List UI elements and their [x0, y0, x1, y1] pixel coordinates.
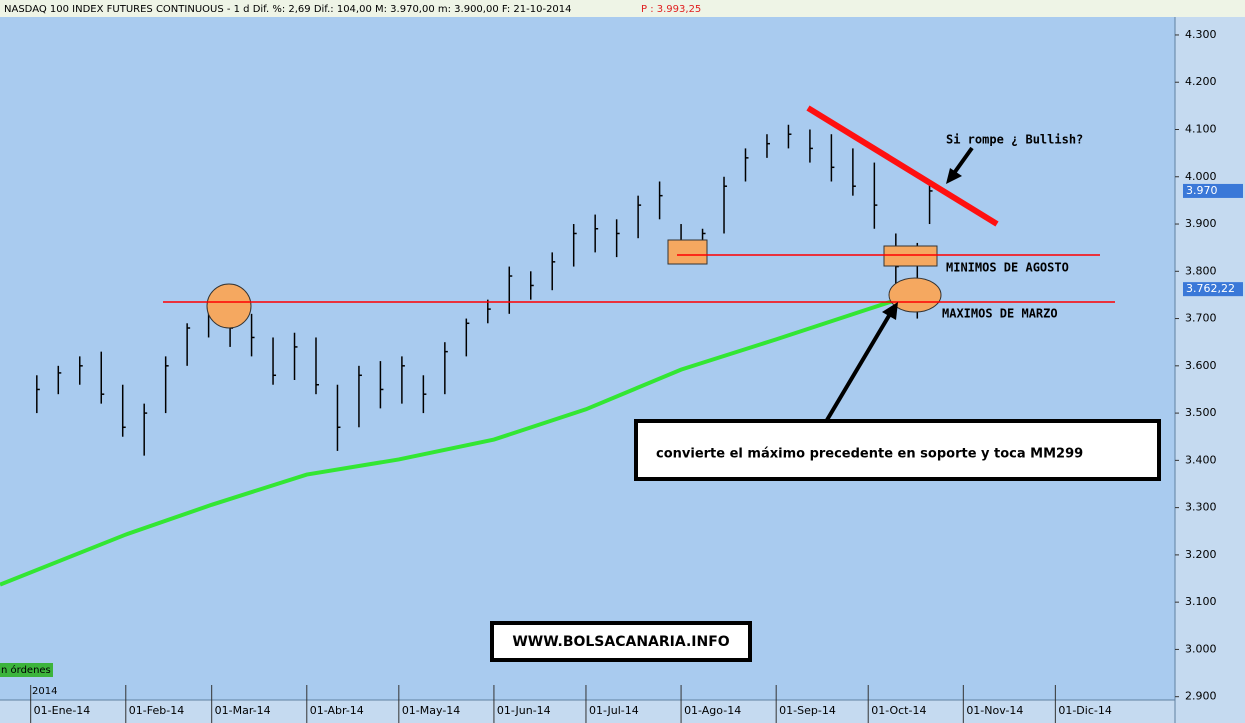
- highlight-box: [883, 245, 938, 267]
- y-tick-label: 3.400: [1185, 453, 1217, 466]
- annotation: MAXIMOS DE MARZO: [942, 307, 1058, 321]
- x-tick-label: 01-Ene-14: [34, 704, 91, 717]
- value-flag: [1183, 183, 1243, 198]
- header-price: P : 3.993,25: [641, 4, 701, 15]
- x-tick-label: 01-Ago-14: [684, 704, 741, 717]
- orders-label[interactable]: n órdenes: [1, 664, 51, 676]
- arrow-head: [882, 302, 898, 320]
- orders-button[interactable]: [0, 663, 53, 677]
- value-flag: [1183, 282, 1243, 297]
- x-axis-strip: [0, 700, 1175, 723]
- y-tick-label: 3.100: [1185, 595, 1217, 608]
- arrow-head: [946, 168, 962, 184]
- header-bar: [0, 0, 1245, 17]
- x-tick-label: 01-Jul-14: [589, 704, 639, 717]
- highlight-box: [667, 239, 708, 265]
- x-tick-label: 01-Oct-14: [871, 704, 926, 717]
- y-tick-label: 3.000: [1185, 642, 1217, 655]
- y-tick-label: 3.900: [1185, 217, 1217, 230]
- y-axis-strip: [1175, 17, 1245, 723]
- site-box: [490, 621, 752, 662]
- y-tick-label: 3.200: [1185, 548, 1217, 561]
- x-tick-label: 01-Mar-14: [215, 704, 271, 717]
- y-tick-label: 4.200: [1185, 75, 1217, 88]
- y-tick-label: 3.800: [1185, 264, 1217, 277]
- x-tick-label: 01-Nov-14: [966, 704, 1023, 717]
- x-tick-label: 01-Jun-14: [497, 704, 551, 717]
- y-tick-label: 3.600: [1185, 359, 1217, 372]
- y-tick-label: 3.300: [1185, 501, 1217, 514]
- value-flag-label: 3.970: [1186, 184, 1218, 197]
- y-tick-label: 4.100: [1185, 122, 1217, 135]
- x-tick-label: 01-Feb-14: [129, 704, 184, 717]
- year-label: 2014: [32, 686, 57, 697]
- annotation: MINIMOS DE AGOSTO: [946, 261, 1069, 275]
- highlight-circle: [206, 283, 252, 329]
- callout-text: convierte el máximo precedente en soport…: [656, 447, 1083, 462]
- x-tick-label: 01-May-14: [402, 704, 460, 717]
- value-flag-label: 3.762,22: [1186, 282, 1235, 295]
- trend-line: [806, 105, 999, 227]
- y-tick-label: 4.300: [1185, 28, 1217, 41]
- annotation: Si rompe ¿ Bullish?: [946, 133, 1083, 147]
- moving-average: [0, 287, 931, 587]
- y-tick-label: 4.000: [1185, 170, 1217, 183]
- y-tick-label: 3.700: [1185, 312, 1217, 325]
- callout-box: [634, 419, 1161, 481]
- y-tick-label: 3.500: [1185, 406, 1217, 419]
- arrow: [825, 312, 892, 422]
- header-text: NASDAQ 100 INDEX FUTURES CONTINUOUS - 1 …: [4, 4, 572, 15]
- x-tick-label: 01-Sep-14: [779, 704, 836, 717]
- x-tick-label: 01-Abr-14: [310, 704, 364, 717]
- site-text: WWW.BOLSACANARIA.INFO: [512, 634, 729, 650]
- highlight-ellipse: [888, 277, 942, 313]
- arrow: [950, 146, 974, 178]
- y-tick-label: 2.900: [1185, 690, 1217, 703]
- x-tick-label: 01-Dic-14: [1058, 704, 1112, 717]
